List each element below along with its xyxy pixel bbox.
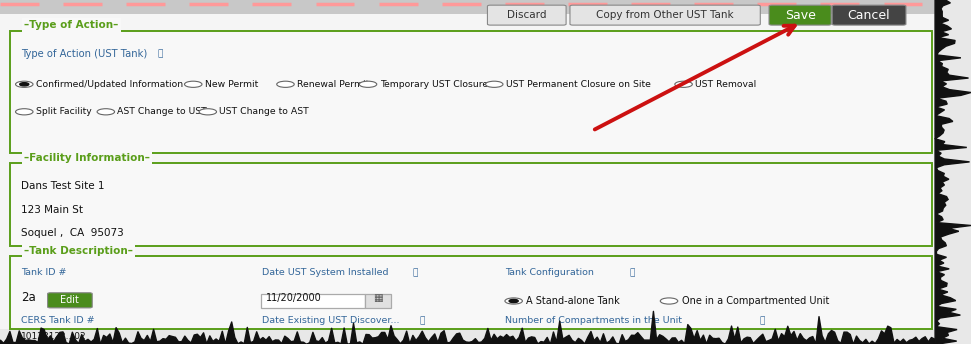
Text: UST Permanent Closure on Site: UST Permanent Closure on Site (506, 80, 651, 89)
Circle shape (277, 81, 294, 87)
Text: ⓘ: ⓘ (759, 316, 765, 325)
Text: ⓘ: ⓘ (419, 316, 425, 325)
Text: CERS Tank ID #: CERS Tank ID # (21, 316, 95, 325)
Circle shape (660, 298, 678, 304)
Text: Date UST System Installed: Date UST System Installed (262, 268, 388, 277)
Text: AST Change to UST: AST Change to UST (117, 107, 207, 116)
Text: Dans Test Site 1: Dans Test Site 1 (21, 181, 105, 191)
Text: Number of Compartments in the Unit: Number of Compartments in the Unit (505, 316, 682, 325)
Circle shape (97, 109, 115, 115)
Text: Date Existing UST Discover...: Date Existing UST Discover... (262, 316, 400, 325)
Text: ⓘ: ⓘ (629, 268, 635, 277)
Text: New Permit: New Permit (205, 80, 258, 89)
Circle shape (675, 81, 692, 87)
FancyArrowPatch shape (595, 26, 794, 129)
FancyBboxPatch shape (48, 293, 92, 308)
FancyBboxPatch shape (10, 31, 932, 153)
Text: 2a: 2a (21, 291, 36, 304)
Circle shape (199, 109, 217, 115)
Text: Tank Configuration: Tank Configuration (505, 268, 594, 277)
Text: ⓘ: ⓘ (157, 50, 163, 59)
Text: A Stand-alone Tank: A Stand-alone Tank (526, 296, 620, 306)
Text: 11/20/2000: 11/20/2000 (266, 293, 321, 303)
Circle shape (486, 81, 503, 87)
Text: ⓘ: ⓘ (413, 268, 419, 277)
Text: –Type of Action–: –Type of Action– (24, 20, 118, 30)
Circle shape (16, 109, 33, 115)
Text: UST Removal: UST Removal (695, 80, 756, 89)
FancyBboxPatch shape (10, 163, 932, 246)
Text: Temporary UST Closure: Temporary UST Closure (380, 80, 487, 89)
Circle shape (359, 81, 377, 87)
Text: Renewal Permit: Renewal Permit (297, 80, 369, 89)
Text: Soquel ,  CA  95073: Soquel , CA 95073 (21, 228, 124, 238)
Text: UST Change to AST: UST Change to AST (219, 107, 309, 116)
Text: 10128122...02: 10128122...02 (21, 332, 87, 341)
Text: –Tank Description–: –Tank Description– (24, 246, 133, 256)
Text: Copy from Other UST Tank: Copy from Other UST Tank (596, 10, 734, 20)
FancyBboxPatch shape (10, 256, 932, 329)
Circle shape (16, 81, 33, 87)
FancyBboxPatch shape (0, 14, 934, 329)
Text: Confirmed/Updated Information: Confirmed/Updated Information (36, 80, 184, 89)
Text: Save: Save (785, 9, 816, 22)
Text: One in a Compartmented Unit: One in a Compartmented Unit (682, 296, 829, 306)
Text: Cancel: Cancel (848, 9, 890, 22)
Text: ▦: ▦ (373, 293, 384, 303)
FancyBboxPatch shape (832, 5, 906, 25)
FancyBboxPatch shape (365, 294, 391, 308)
FancyBboxPatch shape (0, 0, 937, 14)
Text: –Facility Information–: –Facility Information– (24, 153, 151, 163)
FancyBboxPatch shape (487, 5, 566, 25)
Text: Type of Action (UST Tank): Type of Action (UST Tank) (21, 49, 148, 59)
FancyBboxPatch shape (570, 5, 760, 25)
Circle shape (184, 81, 202, 87)
FancyBboxPatch shape (769, 5, 831, 25)
Text: Discard: Discard (507, 10, 547, 20)
Circle shape (509, 299, 519, 303)
FancyBboxPatch shape (261, 294, 365, 308)
Circle shape (505, 298, 522, 304)
Text: Tank ID #: Tank ID # (21, 268, 67, 277)
Text: Split Facility: Split Facility (36, 107, 91, 116)
Polygon shape (935, 0, 971, 344)
Text: 123 Main St: 123 Main St (21, 205, 84, 215)
Text: Edit: Edit (60, 295, 80, 305)
Circle shape (19, 83, 29, 86)
